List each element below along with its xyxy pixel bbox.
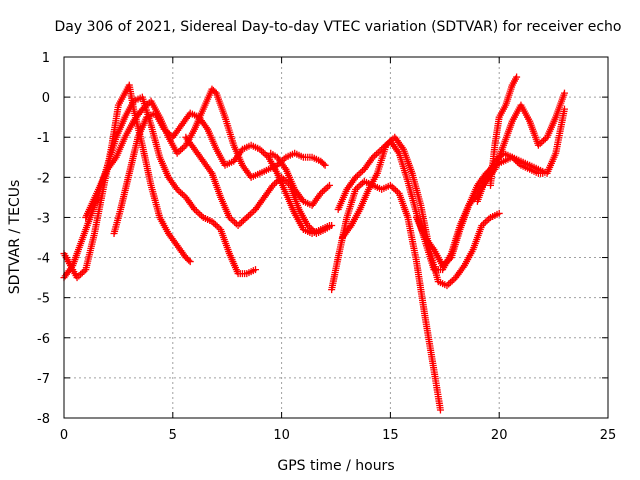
data-point [234, 221, 242, 229]
data-point [322, 185, 330, 193]
data-point [259, 148, 267, 156]
data-point [177, 189, 185, 197]
data-point [328, 221, 336, 229]
data-point [261, 150, 269, 158]
data-point [248, 209, 256, 217]
x-tick-label: 20 [491, 428, 508, 443]
y-tick-label: 0 [42, 91, 50, 106]
data-point [388, 183, 396, 191]
y-tick-label: -8 [37, 412, 50, 427]
data-point [185, 256, 193, 264]
data-point [251, 266, 259, 274]
data-point [238, 218, 246, 226]
y-tick-label: -6 [37, 332, 50, 347]
data-point [243, 213, 251, 221]
data-point [445, 280, 453, 288]
data-point [231, 218, 239, 226]
y-tick-label: 1 [42, 51, 50, 66]
data-point [495, 209, 503, 217]
data-point [241, 215, 249, 223]
y-tick-label: -4 [37, 252, 50, 267]
data-point [177, 146, 185, 154]
data-point [355, 170, 363, 178]
data-point [239, 217, 247, 225]
data-point [245, 212, 253, 220]
data-point [436, 406, 444, 414]
data-point [481, 218, 489, 226]
data-point [448, 277, 456, 285]
y-tick-label: -7 [37, 372, 50, 387]
data-point [196, 210, 204, 218]
data-point [321, 161, 329, 169]
data-point [78, 269, 86, 277]
tick-labels: 0 5 10 15 20 25 -8 -7 -6 -5 -4 -3 -2 -1 0 1 [37, 51, 616, 443]
y-axis-label: SDTVAR / TECUs [7, 180, 23, 295]
plot-frame [63, 56, 609, 419]
chart-title: Day 306 of 2021, Sidereal Day-to-day VTE… [55, 19, 622, 35]
y-tick-label: -1 [37, 131, 50, 146]
data-point [513, 73, 521, 81]
data-point [325, 181, 333, 189]
data-point [560, 89, 568, 97]
data-point [320, 160, 328, 168]
data-point [229, 217, 237, 225]
data-point [178, 190, 186, 198]
data-point [372, 150, 380, 158]
x-tick-label: 5 [169, 428, 177, 443]
data-point [539, 169, 547, 177]
x-tick-label: 10 [273, 428, 290, 443]
x-tick-label: 15 [382, 428, 399, 443]
y-tick-label: -3 [37, 211, 50, 226]
data-point [324, 183, 332, 191]
data-point [211, 221, 219, 229]
data-point [355, 182, 363, 190]
data-point [178, 144, 186, 152]
data-marks [60, 73, 568, 414]
data-point [186, 258, 194, 266]
data-point [483, 217, 491, 225]
data-point [236, 220, 244, 228]
data-point [560, 105, 568, 113]
data-point [213, 222, 221, 230]
x-tick-label: 25 [600, 428, 617, 443]
y-tick-label: -5 [37, 292, 50, 307]
data-point [357, 169, 365, 177]
x-axis-label: GPS time / hours [277, 458, 394, 474]
x-tick-label: 0 [60, 428, 68, 443]
data-point [194, 209, 202, 217]
data-point [246, 210, 254, 218]
data-point [77, 270, 85, 278]
data-point [392, 186, 400, 194]
data-point [374, 148, 382, 156]
y-tick-label: -2 [37, 171, 50, 186]
data-point [320, 186, 328, 194]
